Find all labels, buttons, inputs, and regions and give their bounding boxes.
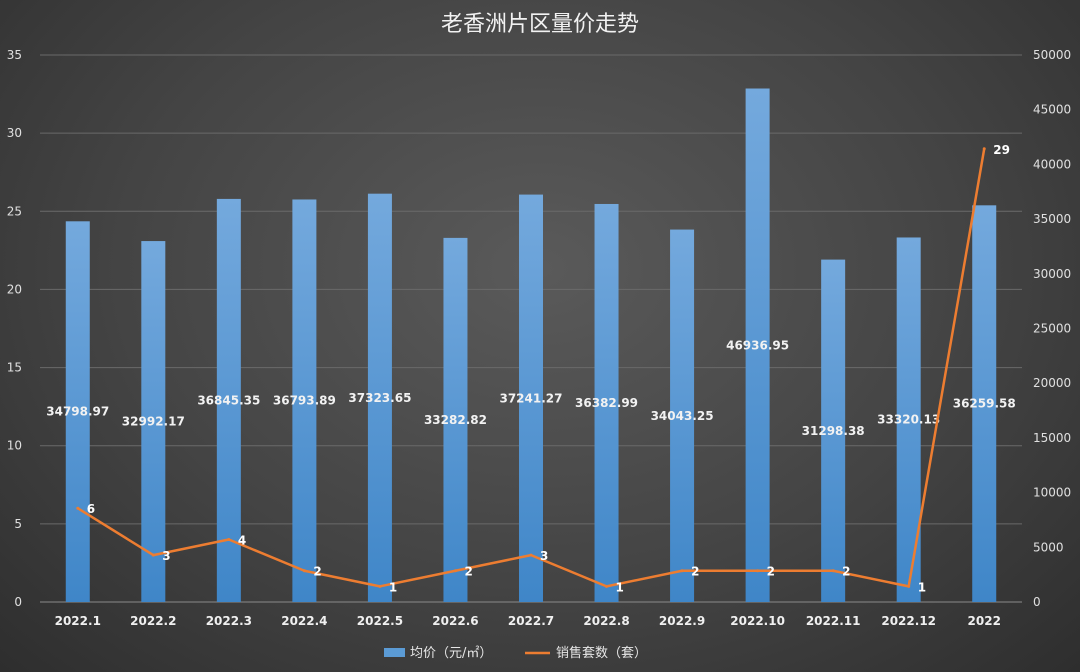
x-axis-tick: 2022.7 (508, 614, 554, 628)
line-data-label: 2 (767, 565, 775, 579)
bar-data-label: 34798.97 (46, 405, 109, 419)
line-point (907, 584, 911, 588)
bar (292, 199, 317, 602)
right-axis-ticks: 0 5000 10000 15000 20000 25000 30000 35000 40000… (1033, 48, 1071, 609)
left-axis-tick: 25 (7, 204, 22, 218)
x-axis-tick: 2022 (968, 614, 1001, 628)
bar-data-label: 36845.35 (197, 393, 260, 407)
legend-swatch-bar (384, 648, 405, 657)
right-axis-tick: 25000 (1033, 322, 1071, 336)
line-data-label: 2 (691, 565, 699, 579)
left-axis-tick: 5 (14, 517, 22, 531)
bar-data-label: 33282.82 (424, 413, 487, 427)
x-axis-tick: 2022.11 (806, 614, 861, 628)
bar-data-label: 33320.13 (877, 413, 940, 427)
left-axis-tick: 35 (7, 48, 22, 62)
line-data-label: 2 (842, 565, 850, 579)
right-axis-tick: 0 (1033, 595, 1041, 609)
bar-data-label: 37323.65 (348, 391, 411, 405)
x-axis-tick: 2022.1 (55, 614, 101, 628)
right-axis-tick: 50000 (1033, 48, 1071, 62)
right-axis-tick: 40000 (1033, 157, 1071, 171)
bar (745, 88, 770, 602)
line-data-labels: 6 3 4 2 1 2 3 1 2 2 2 1 29 (87, 143, 1010, 595)
line-data-label: 3 (162, 549, 170, 563)
x-axis-tick: 2022.6 (432, 614, 478, 628)
right-axis-tick: 10000 (1033, 486, 1071, 500)
line-point (605, 584, 609, 588)
line-data-label: 1 (389, 580, 397, 594)
line-point (680, 569, 684, 573)
line-point (453, 569, 457, 573)
bar-data-label: 34043.25 (651, 409, 714, 423)
bar (594, 203, 619, 602)
right-axis-tick: 45000 (1033, 103, 1071, 117)
x-axis-tick: 2022.3 (206, 614, 252, 628)
bar (972, 205, 997, 602)
line-point (302, 569, 306, 573)
line-data-label: 2 (464, 565, 472, 579)
line-point (227, 537, 231, 541)
left-axis-tick: 15 (7, 361, 22, 375)
line-point (756, 569, 760, 573)
line-point (76, 506, 80, 510)
left-axis-tick: 20 (7, 282, 22, 296)
bar (216, 198, 241, 602)
bar-data-labels: 34798.97 32992.17 36845.35 36793.89 37323.65… (46, 338, 1015, 438)
line-series (76, 147, 986, 588)
bar (141, 241, 166, 602)
line-point (529, 553, 533, 557)
x-axis-tick: 2022.2 (130, 614, 176, 628)
right-axis-tick: 15000 (1033, 431, 1071, 445)
bar-data-label: 31298.38 (802, 424, 865, 438)
chart-title: 老香洲片区量价走势 (441, 12, 639, 37)
line-data-label: 1 (616, 580, 624, 594)
line-data-label: 6 (87, 502, 95, 516)
line-data-label: 3 (540, 549, 548, 563)
x-axis-tick: 2022.9 (659, 614, 705, 628)
right-axis-tick: 20000 (1033, 376, 1071, 390)
bar-data-label: 37241.27 (499, 391, 562, 405)
line-point (831, 569, 835, 573)
bar-data-label: 36793.89 (273, 394, 336, 408)
x-axis-tick: 2022.5 (357, 614, 403, 628)
bar-data-label: 32992.17 (122, 415, 185, 429)
legend: 均价（元/㎡） 销售套数（套） (384, 645, 647, 661)
bar (519, 194, 543, 602)
bar (65, 221, 90, 603)
bar-series (65, 88, 997, 603)
x-axis-tick: 2022.8 (583, 614, 629, 628)
left-axis-ticks: 0 5 10 15 20 25 30 35 (7, 48, 22, 609)
bar (367, 193, 392, 603)
bar-data-label: 46936.95 (726, 338, 789, 352)
bar (670, 229, 695, 603)
right-axis-tick: 5000 (1033, 540, 1064, 554)
x-axis-ticks: 2022.1 2022.2 2022.3 2022.4 2022.5 2022.6 2022… (55, 614, 1001, 628)
line-point (151, 553, 155, 557)
x-axis-tick: 2022.10 (730, 614, 785, 628)
legend-label-line: 销售套数（套） (556, 645, 647, 661)
bar-data-label: 36259.58 (953, 397, 1016, 411)
left-axis-tick: 30 (7, 126, 22, 140)
bar (821, 259, 846, 602)
left-axis-tick: 0 (14, 595, 22, 609)
bar-data-label: 36382.99 (575, 396, 638, 410)
left-axis-tick: 10 (7, 439, 22, 453)
line-data-label: 4 (238, 533, 246, 547)
bar (443, 237, 468, 602)
legend-label-bar: 均价（元/㎡） (410, 646, 492, 661)
x-axis-tick: 2022.12 (881, 614, 936, 628)
line-data-label: 2 (313, 565, 321, 579)
line-point (378, 584, 382, 588)
right-axis-tick: 35000 (1033, 212, 1071, 226)
x-axis-tick: 2022.4 (281, 614, 327, 628)
line-data-label: 1 (918, 580, 926, 594)
line-data-label: 29 (993, 143, 1010, 157)
right-axis-tick: 30000 (1033, 267, 1071, 281)
line-point (982, 147, 986, 151)
